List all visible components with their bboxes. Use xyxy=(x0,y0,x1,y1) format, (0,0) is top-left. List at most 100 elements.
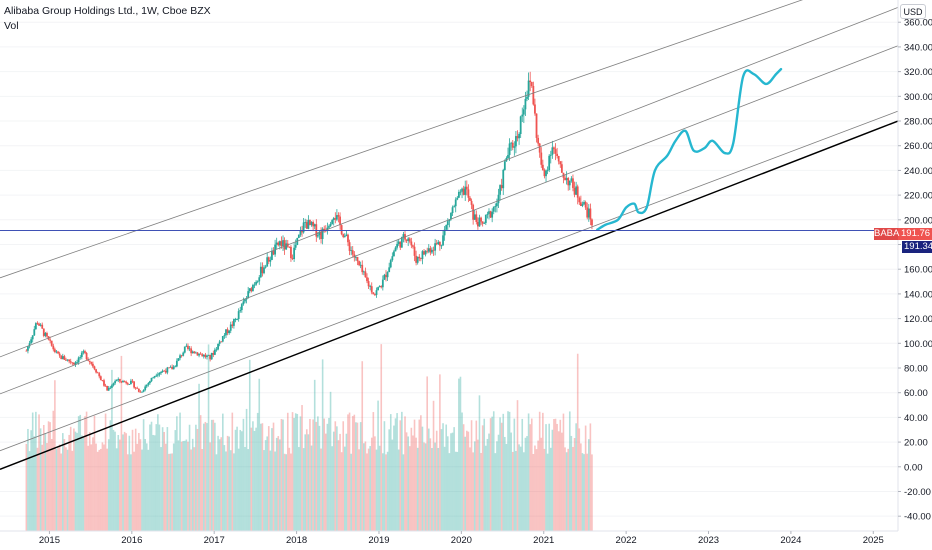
candle-body xyxy=(202,354,205,357)
candle-body xyxy=(204,354,207,358)
volume-bar xyxy=(198,383,200,531)
volume-bar xyxy=(153,435,156,531)
support-trendline xyxy=(0,120,899,470)
volume-bar xyxy=(30,430,32,531)
price-tick-label: -40.00 xyxy=(904,512,931,523)
candle-body xyxy=(190,348,193,354)
volume-bar xyxy=(122,434,124,531)
candle-body xyxy=(429,248,432,253)
price-tick-label: -20.00 xyxy=(904,487,931,498)
volume-indicator-label[interactable]: Vol xyxy=(4,20,19,32)
candle-body xyxy=(149,381,151,384)
time-tick-label: 2015 xyxy=(39,535,60,546)
candle-body xyxy=(494,206,497,207)
candle-body xyxy=(515,136,517,147)
candle-body xyxy=(465,186,468,190)
volume-bar xyxy=(160,447,162,531)
candle-body xyxy=(408,238,411,242)
volume-bar xyxy=(279,439,281,531)
candle-body xyxy=(337,215,340,217)
candle-body xyxy=(381,279,384,288)
candle-body xyxy=(220,341,223,343)
volume-bar xyxy=(42,425,45,531)
trend-channel-lines[interactable] xyxy=(0,0,899,470)
volume-bar xyxy=(150,421,153,531)
volume-bar xyxy=(573,438,576,531)
candle-body xyxy=(44,333,47,336)
volume-bar xyxy=(340,452,343,531)
candle-body xyxy=(269,259,272,262)
candle-body xyxy=(364,271,367,278)
volume-bar xyxy=(461,412,463,531)
volume-bar xyxy=(321,359,324,531)
volume-bar xyxy=(166,427,169,531)
volume-bar xyxy=(538,411,541,531)
volume-bar xyxy=(239,429,242,531)
price-axis[interactable]: 360.00 340.00 320.00 300.00 280.00 260.00 240.… xyxy=(897,0,932,550)
projection-path xyxy=(596,67,783,231)
volume-bar xyxy=(575,423,577,531)
volume-bar xyxy=(244,446,246,531)
candle-body xyxy=(367,281,370,287)
volume-bar xyxy=(389,414,392,531)
candle-body xyxy=(120,381,123,383)
candle-body xyxy=(426,250,429,252)
volume-bar xyxy=(307,434,310,531)
time-axis[interactable]: 2015 2016 2017 2018 2019 2020 2021 2022 2023 2024… xyxy=(0,530,932,550)
candle-body xyxy=(309,220,311,225)
volume-bar xyxy=(404,416,406,531)
price-tick-label: 80.00 xyxy=(904,363,928,374)
candle-body xyxy=(583,201,585,205)
volume-bar xyxy=(545,424,547,531)
price-projection-path[interactable] xyxy=(596,67,783,231)
volume-bar xyxy=(68,434,70,531)
candle-body xyxy=(537,137,540,144)
candlestick-series[interactable] xyxy=(25,71,593,393)
candle-body xyxy=(180,355,183,357)
volume-bar xyxy=(453,427,455,531)
candle-body xyxy=(450,213,452,220)
volume-bar xyxy=(234,429,237,531)
volume-bar xyxy=(52,410,55,531)
volume-bar xyxy=(524,437,527,531)
volume-bar xyxy=(350,453,352,531)
volume-bar xyxy=(410,427,413,531)
candle-body xyxy=(462,188,465,195)
volume-bar xyxy=(559,419,562,531)
volume-bar xyxy=(46,443,48,531)
volume-bar xyxy=(298,447,300,531)
volume-bar xyxy=(581,453,584,531)
volume-bar xyxy=(155,424,158,531)
candle-body xyxy=(438,241,441,246)
volume-bar xyxy=(95,443,97,531)
volume-bar xyxy=(561,432,563,531)
volume-bar xyxy=(315,421,318,531)
volume-bar xyxy=(313,379,316,531)
volume-bar xyxy=(374,436,376,531)
candle-body xyxy=(160,371,162,374)
candle-body xyxy=(188,348,191,350)
symbol-title[interactable]: Alibaba Group Holdings Ltd., 1W, Cboe BZ… xyxy=(4,5,211,17)
volume-bar xyxy=(299,416,302,531)
currency-button[interactable]: USD xyxy=(900,4,926,19)
volume-bar xyxy=(423,442,425,531)
candle-body xyxy=(166,367,169,373)
volume-bar xyxy=(248,359,251,531)
candle-body xyxy=(589,208,592,220)
candle-body xyxy=(27,346,29,351)
candle-body xyxy=(49,339,52,341)
volume-bar xyxy=(255,427,257,531)
candle-body xyxy=(486,213,489,215)
volume-bar xyxy=(50,438,53,531)
volume-bar xyxy=(191,438,194,531)
volume-bar xyxy=(161,427,164,531)
candle-body xyxy=(275,242,278,245)
candle-body xyxy=(339,216,341,226)
candle-body xyxy=(109,387,112,389)
candle-body xyxy=(115,380,118,382)
volume-bar xyxy=(157,414,159,531)
candle-body xyxy=(123,381,126,382)
volume-bar xyxy=(134,428,137,531)
volume-bar xyxy=(133,451,135,531)
